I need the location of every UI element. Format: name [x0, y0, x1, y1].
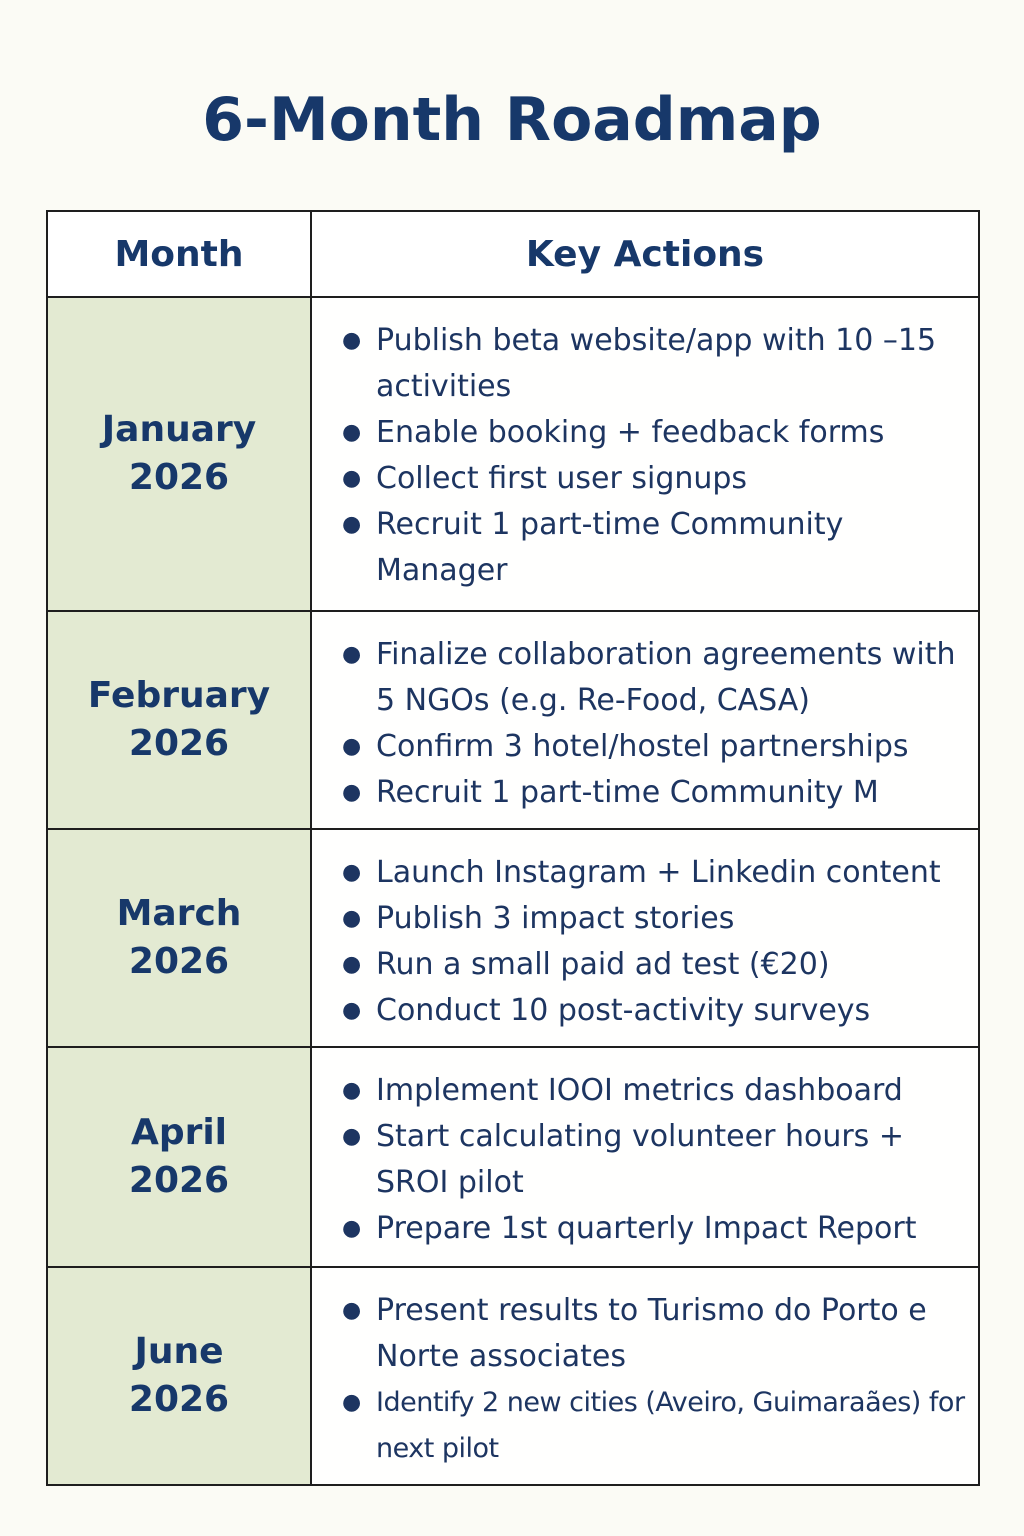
- bullet-icon: ●: [342, 734, 362, 759]
- actions-list: ● Implement IOOI metrics dashboard ● Start…: [312, 1048, 978, 1252]
- action-item: ● Publish 3 impact stories: [342, 896, 968, 942]
- bullet-icon: ●: [342, 906, 362, 931]
- action-item: ● Run a small paid ad test (€20): [342, 942, 968, 988]
- action-text: Run a small paid ad test (€20): [376, 947, 830, 982]
- actions-cell: ● Launch Instagram + Linkedin content ● Pu…: [310, 828, 980, 1048]
- bullet-icon: ●: [342, 328, 362, 353]
- page-title: 6-Month Roadmap: [202, 85, 822, 155]
- action-item: ● Enable booking + feedback forms: [342, 410, 968, 456]
- bullet-icon: ●: [342, 1298, 362, 1323]
- month-name: June: [134, 1331, 224, 1372]
- action-text: Recruit 1 part-time Community M: [376, 775, 879, 810]
- month-year: 2026: [128, 457, 230, 498]
- bullet-icon: ●: [342, 1124, 362, 1149]
- action-text: Enable booking + feedback forms: [376, 415, 885, 450]
- action-text: Recruit 1 part-time Community Manager: [376, 507, 844, 588]
- table-row: March 2026 ● Launch Instagram + Linkedin …: [46, 828, 980, 1048]
- action-item: ● Start calculating volunteer hours + SRO…: [342, 1114, 968, 1206]
- action-text: Confirm 3 hotel/hostel partnerships: [376, 729, 909, 764]
- action-item: ● Recruit 1 part-time Community M: [342, 770, 968, 816]
- bullet-icon: ●: [342, 952, 362, 977]
- roadmap-table: Month Key Actions January 2026 ● Publish …: [46, 210, 980, 1486]
- action-text: Start calculating volunteer hours + SROI…: [376, 1119, 904, 1200]
- header-month: Month: [46, 210, 312, 298]
- month-cell: March 2026: [46, 828, 312, 1048]
- month-name: February: [87, 675, 271, 716]
- month-year: 2026: [128, 941, 230, 982]
- action-text: Collect first user signups: [376, 461, 748, 496]
- bullet-icon: ●: [342, 780, 362, 805]
- action-text: Publish 3 impact stories: [376, 901, 735, 936]
- action-text: Conduct 10 post-activity surveys: [376, 993, 871, 1028]
- month-cell: June 2026: [46, 1266, 312, 1486]
- month-name: January: [101, 409, 257, 450]
- bullet-icon: ●: [342, 1216, 362, 1241]
- action-item: ● Recruit 1 part-time Community Manager: [342, 502, 968, 594]
- bullet-icon: ●: [342, 1390, 361, 1415]
- action-item: ● Present results to Turismo do Porto e N…: [342, 1288, 968, 1380]
- actions-list: ● Publish beta website/app with 10 –15 ac…: [312, 298, 978, 594]
- action-text: Publish beta website/app with 10 –15 act…: [376, 323, 937, 404]
- table-row: February 2026 ● Finalize collaboration ag…: [46, 610, 980, 830]
- action-item: ● Finalize collaboration agreements with …: [342, 632, 968, 724]
- month-year: 2026: [128, 1379, 230, 1420]
- table-row: June 2026 ● Present results to Turismo do…: [46, 1266, 980, 1486]
- actions-list: ● Present results to Turismo do Porto e N…: [312, 1268, 978, 1472]
- bullet-icon: ●: [342, 998, 362, 1023]
- action-text: Implement IOOI metrics dashboard: [376, 1073, 903, 1108]
- action-item: ● Prepare 1st quarterly Impact Report: [342, 1206, 968, 1252]
- action-item: ● Conduct 10 post-activity surveys: [342, 988, 968, 1034]
- table-row: January 2026 ● Publish beta website/app w…: [46, 296, 980, 612]
- month-year: 2026: [128, 1160, 230, 1201]
- action-item: ● Collect first user signups: [342, 456, 968, 502]
- action-text: Launch Instagram + Linkedin content: [376, 855, 941, 890]
- actions-cell: ● Publish beta website/app with 10 –15 ac…: [310, 296, 980, 612]
- actions-list: ● Launch Instagram + Linkedin content ● Pu…: [312, 830, 978, 1034]
- action-item: ● Implement IOOI metrics dashboard: [342, 1068, 968, 1114]
- action-text: Identify 2 new cities (Aveiro, Guimaraãe…: [376, 1387, 965, 1464]
- month-cell: April 2026: [46, 1046, 312, 1268]
- table-row: April 2026 ● Implement IOOI metrics dashb…: [46, 1046, 980, 1268]
- month-name: March: [116, 893, 242, 934]
- bullet-icon: ●: [342, 642, 362, 667]
- actions-list: ● Finalize collaboration agreements with …: [312, 612, 978, 816]
- bullet-icon: ●: [342, 512, 362, 537]
- actions-cell: ● Finalize collaboration agreements with …: [310, 610, 980, 830]
- action-item: ● Launch Instagram + Linkedin content: [342, 850, 968, 896]
- action-item: ● Confirm 3 hotel/hostel partnerships: [342, 724, 968, 770]
- action-item: ● Publish beta website/app with 10 –15 ac…: [342, 318, 968, 410]
- header-key-actions: Key Actions: [310, 210, 980, 298]
- action-item: ● Identify 2 new cities (Aveiro, Guimaraã…: [342, 1380, 968, 1472]
- month-cell: February 2026: [46, 610, 312, 830]
- month-year: 2026: [128, 723, 230, 764]
- month-name: April: [130, 1112, 228, 1153]
- bullet-icon: ●: [342, 420, 362, 445]
- action-text: Present results to Turismo do Porto e No…: [376, 1293, 927, 1374]
- bullet-icon: ●: [342, 1078, 362, 1103]
- actions-cell: ● Present results to Turismo do Porto e N…: [310, 1266, 980, 1486]
- bullet-icon: ●: [342, 860, 362, 885]
- month-cell: January 2026: [46, 296, 312, 612]
- action-text: Prepare 1st quarterly Impact Report: [376, 1211, 917, 1246]
- actions-cell: ● Implement IOOI metrics dashboard ● Start…: [310, 1046, 980, 1268]
- action-text: Finalize collaboration agreements with 5…: [376, 637, 956, 718]
- table-header-row: Month Key Actions: [46, 210, 980, 298]
- bullet-icon: ●: [342, 466, 362, 491]
